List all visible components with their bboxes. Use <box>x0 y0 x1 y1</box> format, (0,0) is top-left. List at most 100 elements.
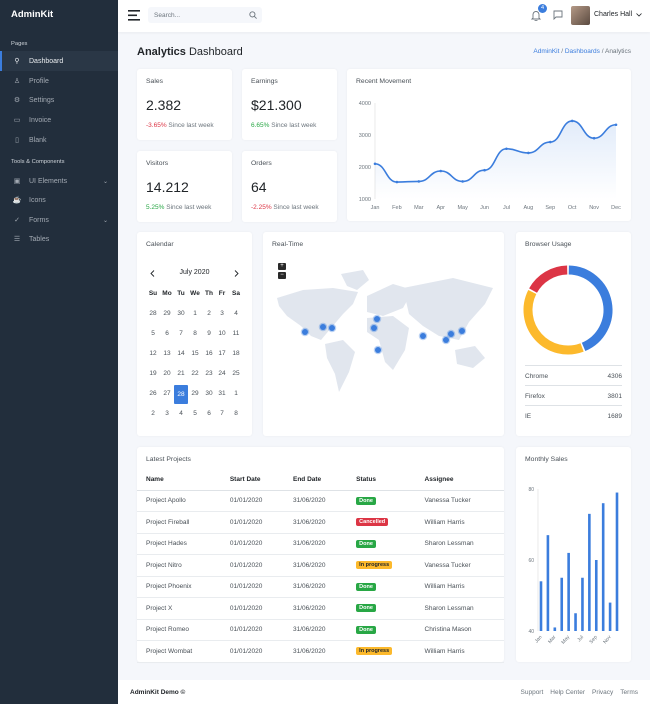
y-tick-label: 3000 <box>359 133 371 139</box>
calendar-day[interactable]: 3 <box>220 310 224 317</box>
calendar-day[interactable]: 3 <box>165 410 169 417</box>
calendar-day[interactable]: 30 <box>205 390 213 397</box>
calendar-day[interactable]: 19 <box>149 370 157 377</box>
x-tick-label: Sep <box>588 634 598 645</box>
breadcrumb-dashboards[interactable]: Dashboards <box>564 48 600 55</box>
calendar-day[interactable]: 8 <box>193 330 197 337</box>
sidebar-item-label: Dashboard <box>29 57 64 65</box>
bell-icon[interactable] <box>531 10 541 21</box>
footer-link-help-center[interactable]: Help Center <box>550 689 585 696</box>
footer-brand[interactable]: AdminKit Demo © <box>130 689 186 696</box>
calendar-day[interactable]: 2 <box>151 410 155 417</box>
data-point <box>614 123 618 127</box>
calendar-day[interactable]: 18 <box>232 350 240 357</box>
calendar-day[interactable]: 17 <box>218 350 226 357</box>
table-row[interactable]: Project Phoenix 01/01/2020 31/06/2020 Done W… <box>137 576 504 598</box>
next-month-button[interactable] <box>234 270 239 277</box>
calendar-day[interactable]: 4 <box>234 310 238 317</box>
calendar-day[interactable]: 2 <box>207 310 211 317</box>
map-marker <box>441 335 451 345</box>
sidebar-item-tables[interactable]: ☰ Tables <box>0 229 118 249</box>
sidebar-item-dashboard[interactable]: ⚲ Dashboard <box>0 51 118 71</box>
sidebar-item-icons[interactable]: ☕ Icons <box>0 190 118 210</box>
x-tick-label: Mar <box>414 205 424 211</box>
table-row[interactable]: Project Nitro 01/01/2020 31/06/2020 In prog… <box>137 554 504 577</box>
sidebar-item-settings[interactable]: ⚙ Settings <box>0 90 118 110</box>
card-title: Calendar <box>146 241 174 248</box>
search-box[interactable]: Search... <box>148 7 262 23</box>
calendar-day[interactable]: 23 <box>205 370 213 377</box>
brand-logo[interactable]: AdminKit <box>11 9 54 20</box>
calendar-day[interactable]: 5 <box>193 410 197 417</box>
calendar-day[interactable]: 1 <box>193 310 197 317</box>
user-name[interactable]: Charles Hall <box>594 11 633 18</box>
calendar-day-selected[interactable]: 28 <box>174 385 188 404</box>
calendar-day[interactable]: 8 <box>234 410 238 417</box>
calendar-day[interactable]: 11 <box>232 330 240 337</box>
sidebar-item-blank[interactable]: ▯ Blank <box>0 130 118 150</box>
column-header[interactable]: Status <box>347 469 416 491</box>
table-row[interactable]: Project Fireball 01/01/2020 31/06/2020 Canc… <box>137 511 504 534</box>
calendar-day[interactable]: 25 <box>232 370 240 377</box>
chevron-down-icon[interactable] <box>636 13 642 17</box>
message-icon[interactable] <box>553 10 563 20</box>
calendar-day[interactable]: 7 <box>220 410 224 417</box>
calendar-day[interactable]: 16 <box>205 350 213 357</box>
column-header[interactable]: Assignee <box>415 469 504 491</box>
column-header[interactable]: End Date <box>284 469 348 491</box>
calendar-day[interactable]: 14 <box>177 350 185 357</box>
calendar-day[interactable]: 1 <box>234 390 238 397</box>
calendar-day[interactable]: 4 <box>179 410 183 417</box>
footer-link-privacy[interactable]: Privacy <box>591 689 614 696</box>
map-zoom-out-button[interactable]: − <box>278 272 286 279</box>
calendar-day[interactable]: 10 <box>218 330 226 337</box>
calendar-day[interactable]: 21 <box>177 370 185 377</box>
calendar-day[interactable]: 5 <box>151 330 155 337</box>
world-map[interactable] <box>263 232 504 436</box>
calendar-day[interactable]: 30 <box>177 310 185 317</box>
avatar[interactable] <box>571 6 590 25</box>
prev-month-button[interactable] <box>150 270 155 277</box>
table-row[interactable]: Project Wombat 01/01/2020 31/06/2020 In pro… <box>137 640 504 663</box>
data-point <box>439 169 443 173</box>
calendar-day[interactable]: 28 <box>149 310 157 317</box>
table-row[interactable]: Project Apollo 01/01/2020 31/06/2020 Done Va… <box>137 490 504 512</box>
breadcrumb-adminkit[interactable]: AdminKit <box>533 48 560 55</box>
calendar-day[interactable]: 15 <box>191 350 199 357</box>
calendar-day[interactable]: 9 <box>207 330 211 337</box>
sidebar-item-ui-elements[interactable]: ▣ UI Elements ⌄ <box>0 171 118 191</box>
calendar-day[interactable]: 29 <box>163 310 171 317</box>
hamburger-menu-icon[interactable] <box>128 10 140 21</box>
calendar-day[interactable]: 6 <box>207 410 211 417</box>
map-greenland <box>341 270 369 290</box>
table-cell: In progress <box>347 554 416 577</box>
calendar-day[interactable]: 27 <box>163 390 171 397</box>
footer-link-support[interactable]: Support <box>520 689 544 696</box>
footer-link-terms[interactable]: Terms <box>620 689 638 696</box>
calendar-day[interactable]: 26 <box>149 390 157 397</box>
calendar-day[interactable]: 31 <box>218 390 226 397</box>
calendar-day[interactable]: 7 <box>179 330 183 337</box>
sidebar-item-forms[interactable]: ✓ Forms ⌄ <box>0 210 118 230</box>
calendar-day[interactable]: 12 <box>149 350 157 357</box>
data-point <box>461 180 464 183</box>
table-cell: 31/06/2020 <box>284 533 348 555</box>
calendar-day[interactable]: 24 <box>218 370 226 377</box>
calendar-day[interactable]: 20 <box>163 370 171 377</box>
table-row[interactable]: Project X 01/01/2020 31/06/2020 Done Sharon … <box>137 597 504 620</box>
map-zoom-in-button[interactable]: + <box>278 263 286 270</box>
table-row[interactable]: Project Hades 01/01/2020 31/06/2020 Done Sha… <box>137 533 504 555</box>
search-input[interactable]: Search... <box>154 11 181 19</box>
column-header[interactable]: Start Date <box>220 469 284 491</box>
sidebar-item-invoice[interactable]: ▭ Invoice <box>0 110 118 130</box>
column-header[interactable]: Name <box>137 469 221 491</box>
search-icon[interactable] <box>249 11 257 19</box>
calendar-day[interactable]: 6 <box>165 330 169 337</box>
calendar-day[interactable]: 22 <box>191 370 199 377</box>
table-row[interactable]: Project Romeo 01/01/2020 31/06/2020 Done Chr… <box>137 619 504 641</box>
calendar-day[interactable]: 29 <box>191 390 199 397</box>
calendar-day[interactable]: 13 <box>163 350 171 357</box>
sidebar-item-profile[interactable]: ♙ Profile <box>0 71 118 91</box>
stat-change-percent: -3.65% <box>146 122 167 129</box>
